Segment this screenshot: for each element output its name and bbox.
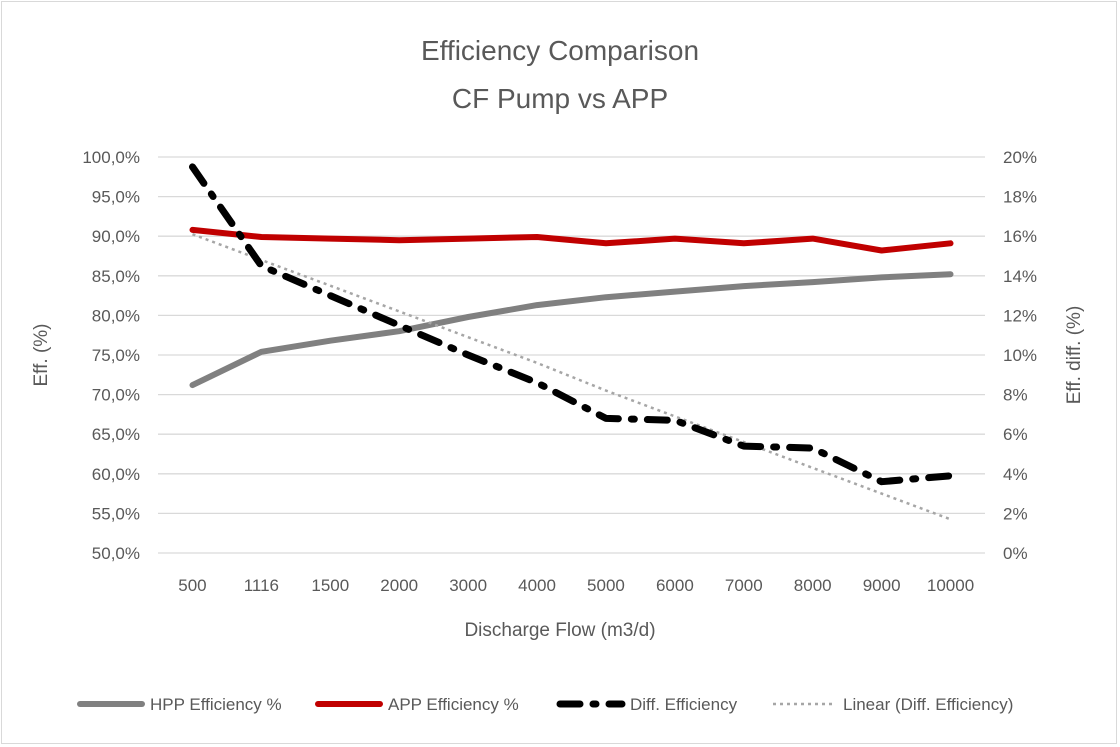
x-tick-label: 5000 — [587, 576, 625, 595]
series-line-0 — [189, 271, 954, 389]
y-tick-label: 55,0% — [92, 504, 140, 523]
y2-axis-title: Eff. diff. (%) — [1064, 306, 1085, 405]
legend: HPP Efficiency % APP Efficiency % Diff. Ef… — [77, 695, 1013, 714]
x-tick-label: 10000 — [927, 576, 974, 595]
legend-label-1: APP Efficiency % — [388, 695, 519, 714]
x-tick-label: 1116 — [244, 576, 279, 595]
y-tick-label: 50,0% — [92, 544, 140, 563]
y2-tick-label: 4% — [1003, 465, 1028, 484]
x-axis-title: Discharge Flow (m3/d) — [464, 620, 655, 641]
x-tick-label: 3000 — [449, 576, 487, 595]
x-tick-label: 500 — [178, 576, 206, 595]
y2-tick-label: 2% — [1003, 504, 1028, 523]
y2-tick-label: 18% — [1003, 188, 1037, 207]
x-tick-label: 8000 — [794, 576, 832, 595]
series-lines — [189, 163, 954, 521]
x-tick-label: 4000 — [518, 576, 556, 595]
y-tick-label: 90,0% — [92, 227, 140, 246]
y2-tick-label: 16% — [1003, 227, 1037, 246]
chart-title-line-2: CF Pump vs APP — [452, 83, 668, 114]
legend-label-3: Linear (Diff. Efficiency) — [843, 695, 1013, 714]
y-tick-label: 100,0% — [82, 148, 140, 167]
x-axis-tick-labels: 500 1116 1500 2000 3000 4000 5000 6000 7000 8000 9… — [178, 576, 974, 595]
x-tick-label: 6000 — [656, 576, 694, 595]
y2-tick-label: 6% — [1003, 425, 1028, 444]
y-tick-label: 60,0% — [92, 465, 140, 484]
y2-tick-label: 0% — [1003, 544, 1028, 563]
legend-label-2: Diff. Efficiency — [630, 695, 738, 714]
y-tick-label: 85,0% — [92, 267, 140, 286]
series-line-3 — [192, 233, 951, 521]
y-tick-label: 65,0% — [92, 425, 140, 444]
y2-tick-label: 8% — [1003, 386, 1028, 405]
x-tick-label: 1500 — [311, 576, 349, 595]
legend-label-0: HPP Efficiency % — [150, 695, 282, 714]
y2-tick-label: 14% — [1003, 267, 1037, 286]
y2-tick-label: 10% — [1003, 346, 1037, 365]
series-line-1 — [189, 226, 954, 254]
x-tick-label: 2000 — [380, 576, 418, 595]
chart-title-line-1: Efficiency Comparison — [421, 35, 699, 66]
right-axis-tick-labels: 0% 2% 4% 6% 8% 10% 12% 14% 16% 18% 20% — [1003, 148, 1037, 563]
y-tick-label: 80,0% — [92, 306, 140, 325]
y2-tick-label: 12% — [1003, 306, 1037, 325]
y-axis-title: Eff. (%) — [31, 324, 52, 387]
x-tick-label: 9000 — [863, 576, 901, 595]
left-axis-tick-labels: 50,0% 55,0% 60,0% 65,0% 70,0% 75,0% 80,0% 85,0%… — [82, 148, 140, 563]
y2-tick-label: 20% — [1003, 148, 1037, 167]
y-tick-label: 95,0% — [92, 188, 140, 207]
y-tick-label: 75,0% — [92, 346, 140, 365]
x-tick-label: 7000 — [725, 576, 763, 595]
series-line-2 — [189, 163, 954, 486]
gridlines — [158, 156, 985, 554]
y-tick-label: 70,0% — [92, 386, 140, 405]
